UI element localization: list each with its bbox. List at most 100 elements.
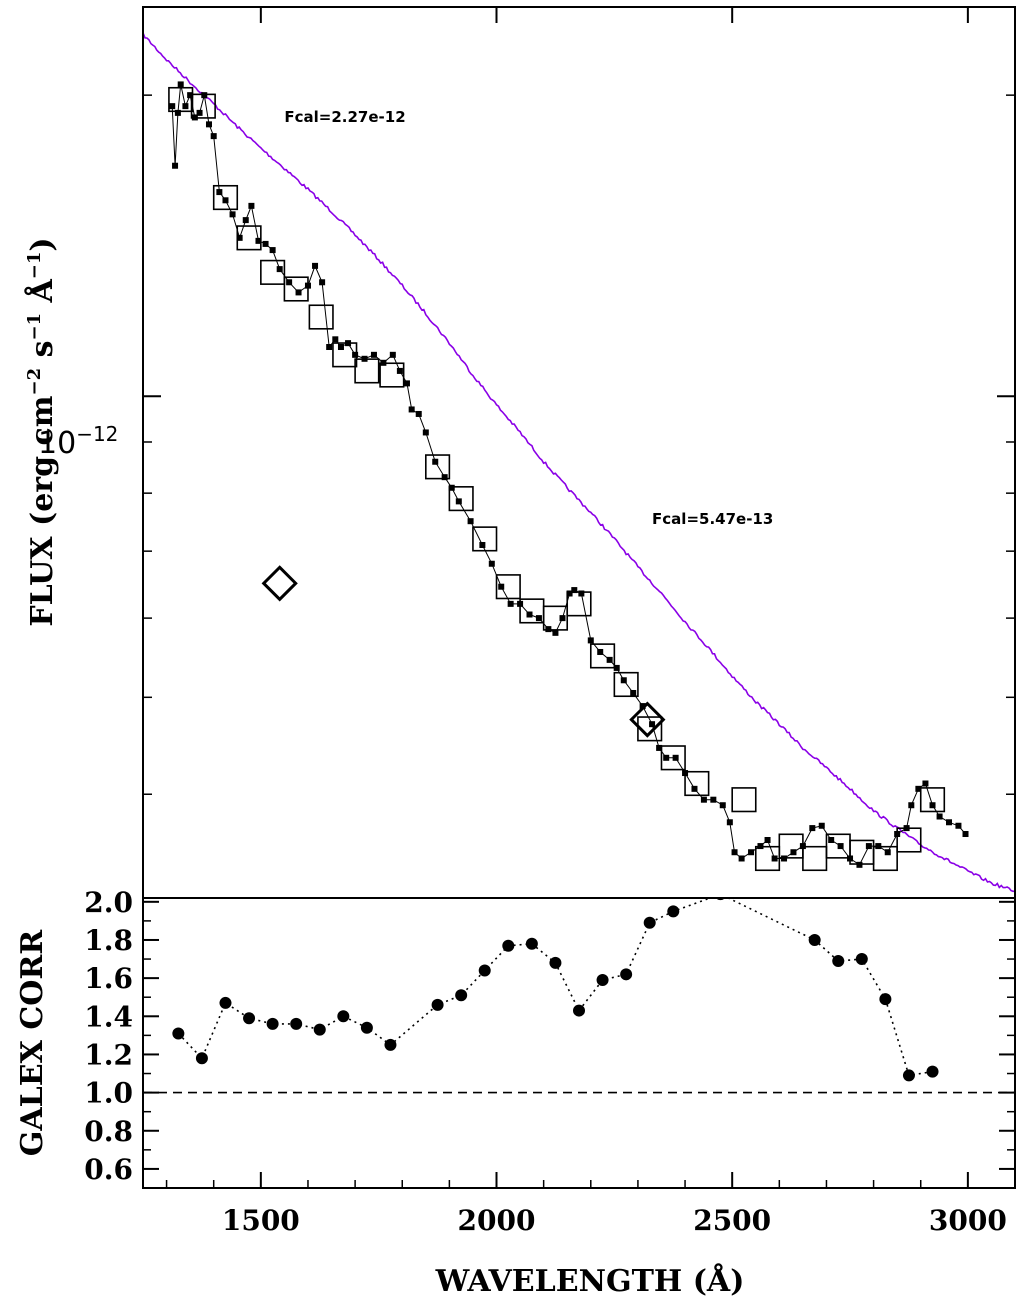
- observed-point: [169, 103, 176, 110]
- galex-corr-point: [667, 905, 680, 918]
- bin-box: [236, 225, 262, 251]
- observed-point: [630, 689, 637, 696]
- observed-point: [177, 81, 184, 88]
- observed-point: [620, 677, 627, 684]
- y-tick-base: 10: [38, 426, 76, 461]
- observed-point: [326, 344, 333, 351]
- bin-box: [190, 93, 216, 119]
- galex-corr-point: [360, 1021, 373, 1034]
- bin-box: [684, 770, 710, 797]
- observed-point: [182, 103, 189, 110]
- observed-point: [210, 133, 217, 140]
- bin-box: [589, 643, 616, 669]
- observed-point: [174, 109, 181, 116]
- observed-point: [276, 266, 283, 273]
- y-tick-label: 1.2: [84, 1038, 133, 1071]
- observed-point: [242, 217, 249, 224]
- observed-point: [578, 590, 585, 597]
- galex-corr-point: [431, 998, 444, 1011]
- bin-box: [425, 454, 451, 480]
- observed-point: [719, 802, 726, 809]
- observed-point: [639, 703, 646, 710]
- galex-corr-point: [549, 956, 562, 969]
- observed-point: [771, 855, 778, 862]
- bin-box: [896, 827, 922, 853]
- y-tick-label: 0.6: [84, 1153, 133, 1186]
- bin-box: [260, 259, 286, 285]
- x-tick-label: 2500: [693, 1204, 771, 1237]
- galex-corr-point: [620, 968, 633, 981]
- observed-point: [229, 211, 236, 218]
- observed-point: [552, 629, 559, 636]
- observed-point: [248, 202, 255, 209]
- observed-point: [700, 796, 707, 803]
- observed-point: [571, 587, 578, 594]
- observed-point: [172, 162, 179, 169]
- observed-point: [236, 234, 243, 241]
- galex-corr-point: [902, 1069, 915, 1082]
- x-tick-label: 2000: [458, 1204, 536, 1237]
- bin-box: [332, 342, 358, 368]
- observed-point: [828, 836, 835, 843]
- y-tick-label: 1.4: [84, 1000, 133, 1033]
- galex-corr-point: [290, 1017, 303, 1030]
- galex-corr-point: [384, 1038, 397, 1051]
- bin-box: [168, 86, 194, 113]
- observed-point: [432, 458, 439, 465]
- bin-box: [542, 605, 569, 631]
- bin-box: [637, 716, 663, 742]
- observed-point: [422, 429, 429, 436]
- y-tick-label: 2.0: [84, 886, 133, 919]
- observed-point: [656, 744, 663, 751]
- observed-point: [396, 367, 403, 374]
- observed-point: [535, 615, 542, 622]
- observed-point: [672, 754, 679, 761]
- observed-point: [337, 344, 344, 351]
- diamond-markers: [261, 565, 666, 738]
- observed-point: [319, 279, 326, 286]
- observed-point: [455, 498, 462, 505]
- bin-box: [495, 574, 521, 600]
- y-tick-label-1e-12: 10−12: [38, 422, 118, 461]
- bin-box: [212, 184, 239, 211]
- diamond-marker: [261, 565, 298, 602]
- bin-box: [919, 787, 946, 813]
- y-tick-label: 0.8: [84, 1115, 133, 1148]
- observed-point: [389, 351, 396, 358]
- observed-point: [441, 474, 448, 481]
- x-tick-label: 1500: [222, 1204, 300, 1237]
- observed-point: [597, 648, 604, 655]
- observed-point: [255, 237, 262, 244]
- observed-point: [269, 247, 276, 254]
- observed-point: [507, 600, 514, 607]
- observed-point: [884, 849, 891, 856]
- galex-corr-point: [643, 916, 656, 929]
- galex-corr-points: [172, 898, 939, 1082]
- observed-point: [332, 336, 339, 343]
- model-spectrum-line: [143, 32, 1015, 893]
- y-tick-label: 1.8: [84, 924, 133, 957]
- bin-box: [802, 845, 828, 872]
- galex-corr-point: [926, 1065, 939, 1078]
- ylabel-exp-2: −1: [24, 313, 45, 341]
- galex-corr-point: [195, 1052, 208, 1065]
- observed-point: [403, 380, 410, 387]
- observed-point: [946, 819, 953, 826]
- bin-box: [613, 671, 639, 698]
- bin-box: [660, 745, 686, 771]
- y-tick-label: 1.0: [84, 1077, 133, 1110]
- observed-point: [726, 819, 733, 826]
- observed-point: [818, 822, 825, 829]
- observed-point: [731, 849, 738, 856]
- bottom-panel: 0.6 0.8 1.0 1.2 1.4 1.6 1.8 2.0 1500 2000 2500 300…: [15, 886, 1016, 1298]
- galex-corr-point: [337, 1010, 350, 1023]
- observed-point: [312, 262, 319, 269]
- galex-corr-point: [478, 964, 491, 977]
- bin-box: [472, 526, 498, 552]
- observed-point: [415, 410, 422, 417]
- observed-point: [908, 802, 915, 809]
- ylabel-exp-1: −2: [24, 368, 45, 396]
- observed-point: [764, 836, 771, 843]
- observed-point: [352, 351, 359, 358]
- observed-point: [748, 849, 755, 856]
